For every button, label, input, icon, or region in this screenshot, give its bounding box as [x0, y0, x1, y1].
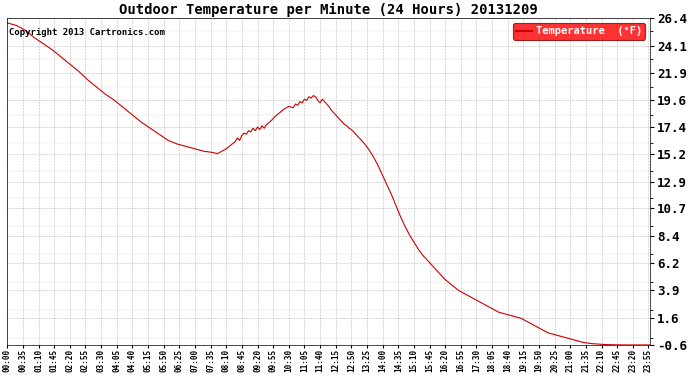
- Legend: Temperature  (°F): Temperature (°F): [513, 23, 645, 39]
- Text: Copyright 2013 Cartronics.com: Copyright 2013 Cartronics.com: [8, 28, 164, 37]
- Title: Outdoor Temperature per Minute (24 Hours) 20131209: Outdoor Temperature per Minute (24 Hours…: [119, 3, 538, 17]
